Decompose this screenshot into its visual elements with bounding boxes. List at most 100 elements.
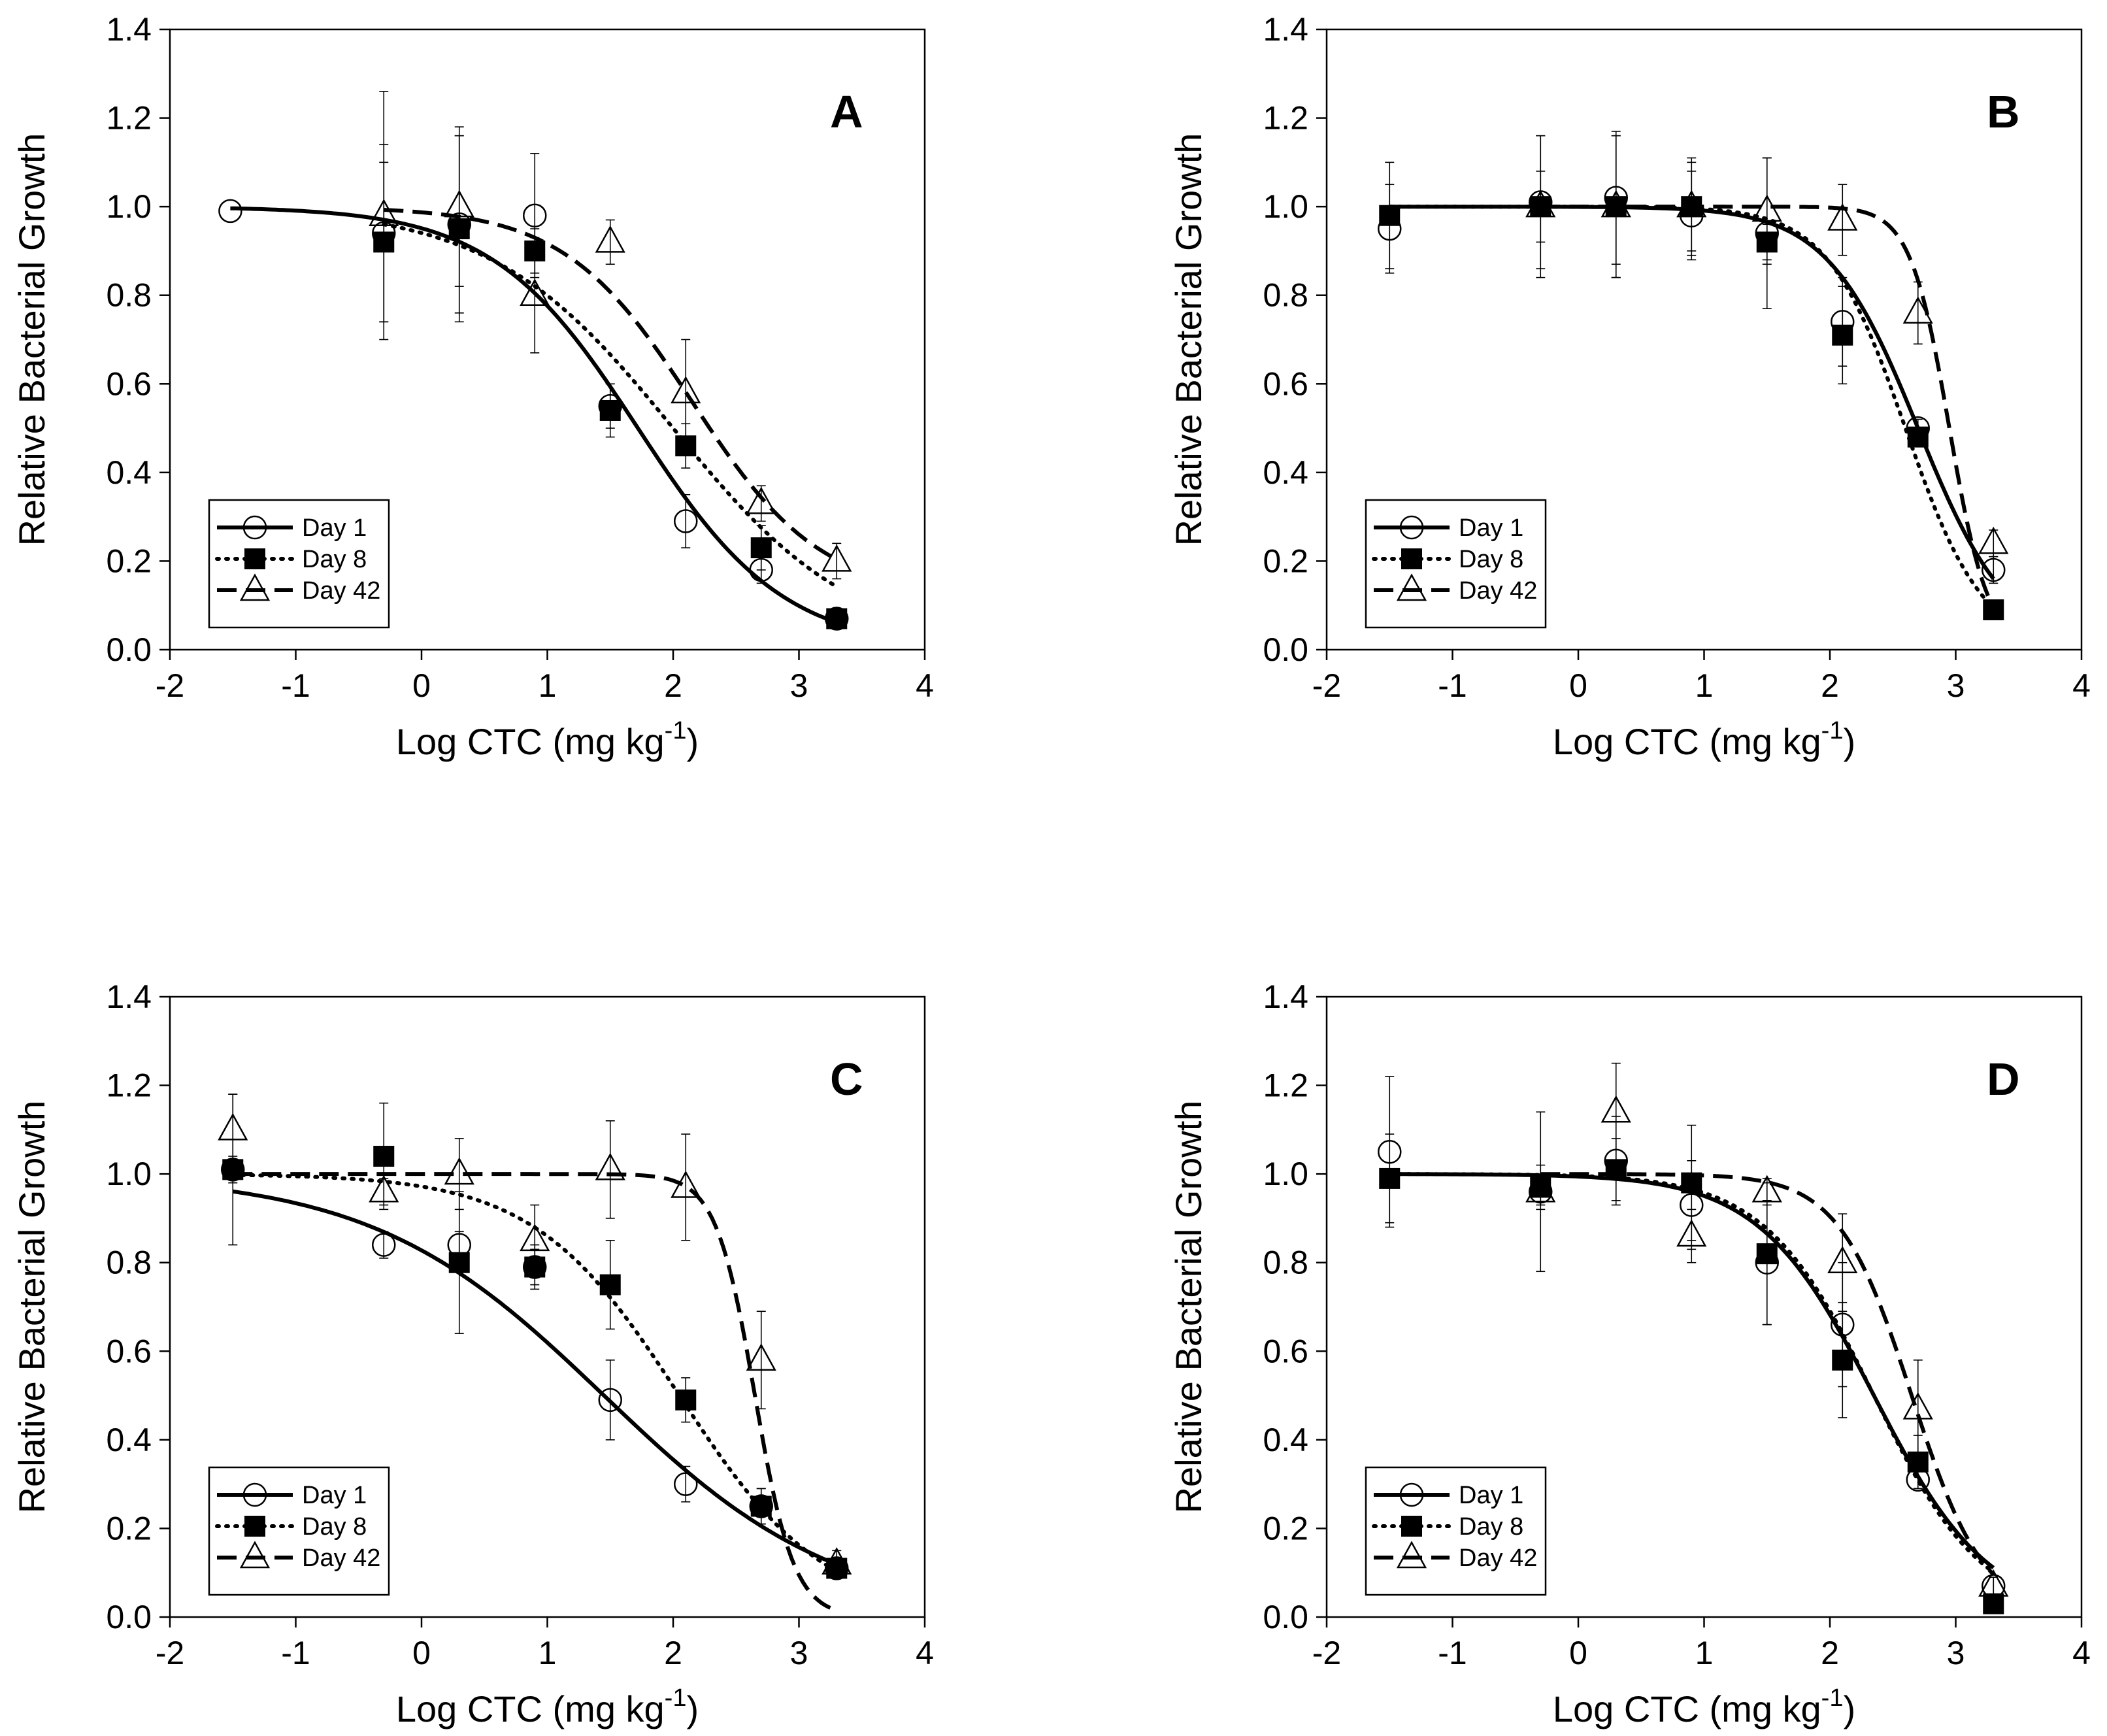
data-point-day-8 xyxy=(1379,1167,1401,1189)
x-axis-label-text: Log CTC (mg kg xyxy=(1553,721,1821,762)
legend-marker xyxy=(1396,1541,1427,1569)
x-tick-label: 1 xyxy=(1695,1635,1714,1671)
x-axis-label-text: Log CTC (mg kg xyxy=(396,1688,665,1729)
data-point-day-42 xyxy=(1601,1095,1631,1123)
data-point-day-8 xyxy=(1983,1593,2004,1614)
x-axis-label-end: ) xyxy=(686,721,699,762)
legend-label: Day 8 xyxy=(1459,546,1523,573)
x-axis-label-text: Log CTC (mg kg xyxy=(1553,1688,1821,1729)
x-tick-label: 4 xyxy=(2072,667,2091,704)
data-point-day-8 xyxy=(750,537,772,559)
panel-label: C xyxy=(830,1054,863,1105)
x-tick-label: 3 xyxy=(790,1635,808,1671)
x-tick-label: 1 xyxy=(539,1635,557,1671)
y-tick-label: 1.2 xyxy=(106,1067,152,1104)
legend-marker xyxy=(242,1482,267,1507)
data-point-day-42 xyxy=(1827,203,1858,231)
data-point-day-42 xyxy=(1751,194,1782,222)
x-axis-label-sup: -1 xyxy=(1821,717,1844,744)
y-tick-label: 0.8 xyxy=(106,277,152,314)
x-tick-label: 0 xyxy=(1569,1635,1587,1671)
legend-label: Day 8 xyxy=(302,546,367,573)
data-point-day-1 xyxy=(372,1233,396,1257)
legend-label: Day 42 xyxy=(302,577,380,605)
y-tick-label: 1.0 xyxy=(1263,1156,1308,1192)
x-tick-label: 4 xyxy=(916,1635,934,1671)
x-tick-label: -1 xyxy=(1438,1635,1467,1671)
chart-panel-a: -2 -1 0 1 2 3 4 0.0 0.2 0.4 0.6 0.8 1.0 1.2 1.4 Log CTC… xyxy=(11,11,934,762)
legend-label: Day 42 xyxy=(302,1544,380,1572)
data-point-day-1 xyxy=(674,509,698,533)
y-tick-label: 1.0 xyxy=(1263,188,1308,225)
data-point-day-8 xyxy=(1756,1243,1778,1265)
data-point-day-42 xyxy=(821,544,852,572)
data-point-day-8 xyxy=(1681,1172,1702,1194)
x-tick-label: 1 xyxy=(539,667,557,704)
y-tick-label: 0.8 xyxy=(1263,1244,1308,1281)
x-tick-label: -2 xyxy=(156,667,184,704)
x-axis-label-sup: -1 xyxy=(1821,1684,1844,1712)
y-tick-label: 1.2 xyxy=(106,100,152,137)
y-tick-label: 0.2 xyxy=(1263,1510,1308,1546)
y-tick-label: 0.6 xyxy=(106,365,152,402)
data-point-day-1 xyxy=(598,1388,622,1412)
data-point-day-42 xyxy=(444,190,474,218)
x-tick-label: -2 xyxy=(156,1635,184,1671)
y-tick-label: 0.8 xyxy=(1263,277,1308,314)
data-point-day-8 xyxy=(826,608,848,629)
data-point-day-42 xyxy=(1525,190,1556,218)
y-tick-label: 0.2 xyxy=(1263,542,1308,579)
y-tick-label: 0.0 xyxy=(106,1599,152,1635)
data-point-day-1 xyxy=(218,199,242,224)
data-point-day-8 xyxy=(750,1495,772,1517)
legend-label: Day 1 xyxy=(302,1482,367,1509)
data-point-day-8 xyxy=(1832,324,1853,346)
panel-label: A xyxy=(830,86,863,137)
x-axis-label: Log CTC (mg kg-1) xyxy=(396,1684,699,1729)
x-tick-label: -2 xyxy=(1312,667,1341,704)
fit-curve-day-1 xyxy=(232,1189,838,1567)
data-point-day-42 xyxy=(369,1175,399,1203)
data-point-day-8 xyxy=(675,1389,697,1410)
x-tick-label: -1 xyxy=(281,1635,310,1671)
x-tick-label: 2 xyxy=(664,667,682,704)
x-tick-label: 0 xyxy=(412,667,431,704)
y-tick-label: 1.4 xyxy=(1263,11,1308,48)
legend-marker xyxy=(1401,548,1422,569)
data-point-day-42 xyxy=(671,376,701,404)
legend-label: Day 1 xyxy=(302,514,367,542)
x-tick-label: -1 xyxy=(1438,667,1467,704)
data-point-day-42 xyxy=(1601,190,1631,218)
x-tick-label: 2 xyxy=(1821,1635,1839,1671)
legend-box xyxy=(208,1466,390,1596)
data-point-day-42 xyxy=(1676,1219,1707,1247)
data-point-day-42 xyxy=(1525,1175,1556,1203)
legend-marker xyxy=(242,515,267,540)
legend-marker xyxy=(1401,1516,1422,1537)
y-tick-label: 0.2 xyxy=(106,1510,152,1546)
data-point-day-42 xyxy=(595,225,625,253)
panel-label: B xyxy=(1987,86,2020,137)
x-tick-label: 2 xyxy=(664,1635,682,1671)
x-tick-label: 4 xyxy=(916,667,934,704)
legend-label: Day 8 xyxy=(302,1513,367,1541)
legend-label: Day 1 xyxy=(1459,514,1523,542)
y-tick-label: 0.6 xyxy=(1263,365,1308,402)
y-axis-label: Relative Bacterial Growth xyxy=(1168,1101,1209,1514)
data-point-day-8 xyxy=(373,1146,395,1167)
x-axis-label: Log CTC (mg kg-1) xyxy=(1553,717,1855,762)
data-point-day-8 xyxy=(599,399,621,421)
x-axis-label-sup: -1 xyxy=(665,717,687,744)
data-point-day-42 xyxy=(746,1343,776,1371)
chart-panel-b: -2 -1 0 1 2 3 4 0.0 0.2 0.4 0.6 0.8 1.0 1.2 1.4 Log CTC… xyxy=(1168,11,2091,762)
y-axis-label: Relative Bacterial Growth xyxy=(1168,133,1209,546)
data-point-day-1 xyxy=(674,1472,698,1496)
data-point-day-42 xyxy=(1676,190,1707,218)
chart-panel-c: -2 -1 0 1 2 3 4 0.0 0.2 0.4 0.6 0.8 1.0 1.2 1.4 Log CTC… xyxy=(11,978,934,1729)
y-tick-label: 1.0 xyxy=(106,188,152,225)
x-axis-label-end: ) xyxy=(1843,1688,1855,1729)
data-point-day-42 xyxy=(520,1224,550,1252)
x-tick-label: 3 xyxy=(790,667,808,704)
x-axis-label-end: ) xyxy=(1843,721,1855,762)
y-tick-label: 0.4 xyxy=(1263,454,1308,491)
